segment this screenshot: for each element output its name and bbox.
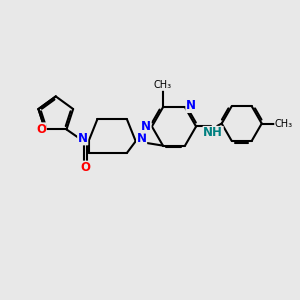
- Text: CH₃: CH₃: [154, 80, 172, 90]
- Text: N: N: [78, 132, 88, 145]
- Text: O: O: [81, 161, 91, 174]
- Text: N: N: [141, 120, 151, 133]
- Text: CH₃: CH₃: [275, 118, 293, 128]
- Text: N: N: [186, 99, 196, 112]
- Text: O: O: [36, 123, 46, 136]
- Text: N: N: [136, 132, 147, 145]
- Text: NH: NH: [203, 127, 223, 140]
